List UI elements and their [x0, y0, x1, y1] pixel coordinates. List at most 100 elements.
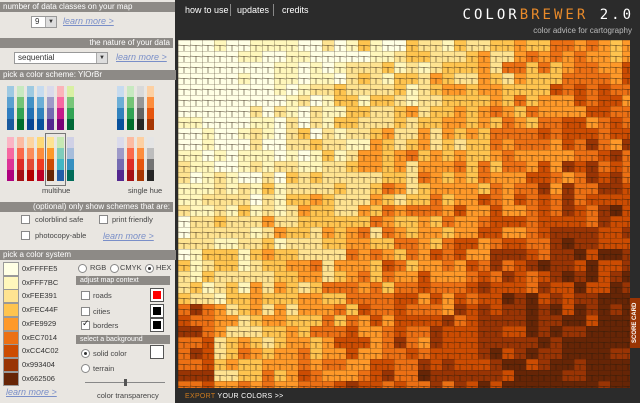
scheme-swatch — [47, 108, 54, 119]
classes-learn-more-link[interactable]: learn more > — [63, 16, 114, 26]
export-colors-button[interactable]: EXPORT YOUR COLORS >> — [185, 393, 284, 400]
scheme-swatch — [137, 159, 144, 170]
scheme-swatch — [147, 137, 154, 148]
control-panel: number of data classes on your map 9 ▼ l… — [0, 0, 176, 403]
nature-select[interactable]: sequential ▼ — [14, 52, 108, 64]
scheme-swatch — [37, 86, 44, 97]
hex-color-swatch — [3, 303, 19, 318]
scheme-swatch — [27, 148, 34, 159]
print-friendly-checkbox[interactable] — [99, 215, 108, 224]
roads-checkbox[interactable] — [81, 291, 90, 300]
background-header: select a background — [76, 335, 170, 344]
scheme-swatch — [137, 119, 144, 130]
nature-learn-more-link[interactable]: learn more > — [116, 52, 167, 62]
scheme-swatch — [17, 137, 24, 148]
borders-checkbox[interactable]: ✓ — [81, 318, 90, 330]
singlehue-top-scheme-2[interactable] — [137, 86, 144, 130]
scheme-swatch — [117, 86, 124, 97]
nature-header: the nature of your data — [0, 38, 173, 48]
scheme-swatch — [17, 86, 24, 97]
multihue-bottom-scheme-1[interactable] — [17, 137, 24, 181]
solid-color-radio[interactable] — [81, 349, 90, 358]
borders-color-swatch[interactable] — [150, 318, 164, 332]
borders-label: borders — [93, 321, 119, 330]
multihue-top-scheme-2[interactable] — [27, 86, 34, 130]
photocopy-checkbox[interactable] — [21, 231, 30, 240]
how-to-use-link[interactable]: how to use — [185, 5, 229, 15]
scheme-swatch — [57, 97, 64, 108]
singlehue-bottom-scheme-3[interactable] — [147, 137, 154, 181]
cities-color-swatch[interactable] — [150, 304, 164, 318]
multihue-label: multihue — [42, 186, 71, 195]
multihue-top-scheme-6[interactable] — [67, 86, 74, 130]
logo-version-text: 2.0 — [588, 7, 634, 23]
multihue-bottom-scheme-2[interactable] — [27, 137, 34, 181]
score-card-tab[interactable]: SCORE CARD — [630, 298, 640, 348]
scheme-swatch — [137, 97, 144, 108]
hex-value: 0xFEE391 — [22, 291, 58, 301]
logo-subtitle: color advice for cartography — [533, 26, 632, 35]
scheme-swatch — [47, 119, 54, 130]
multihue-bottom-scheme-6[interactable] — [67, 137, 74, 181]
multihue-bottom-scheme-3[interactable] — [37, 137, 44, 181]
multihue-bottom-scheme-4[interactable] — [47, 137, 54, 181]
scheme-swatch — [27, 119, 34, 130]
classes-select[interactable]: 9 ▼ — [31, 16, 57, 28]
cities-checkbox[interactable] — [81, 307, 90, 316]
singlehue-top-scheme-3[interactable] — [147, 86, 154, 130]
scheme-swatch — [67, 86, 74, 97]
terrain-radio[interactable] — [81, 364, 90, 373]
background-color-swatch[interactable] — [150, 345, 164, 359]
singlehue-bottom-scheme-2[interactable] — [137, 137, 144, 181]
scheme-swatch — [27, 108, 34, 119]
scheme-swatch — [127, 170, 134, 181]
multihue-bottom-scheme-5[interactable] — [57, 137, 64, 181]
scheme-swatch — [67, 97, 74, 108]
colorblind-checkbox[interactable] — [21, 215, 30, 224]
scheme-swatch — [57, 170, 64, 181]
scheme-swatch — [127, 148, 134, 159]
chevron-down-icon: ▼ — [96, 53, 107, 63]
scheme-swatch — [37, 97, 44, 108]
print-friendly-label: print friendly — [112, 215, 153, 224]
bottom-bar: EXPORT YOUR COLORS >> — [178, 390, 640, 403]
multihue-top-scheme-1[interactable] — [17, 86, 24, 130]
multihue-bottom-scheme-0[interactable] — [7, 137, 14, 181]
roads-color-fill — [153, 291, 161, 299]
scheme-swatch — [127, 137, 134, 148]
multihue-top-scheme-3[interactable] — [37, 86, 44, 130]
singlehue-top-scheme-0[interactable] — [117, 86, 124, 130]
multihue-top-scheme-0[interactable] — [7, 86, 14, 130]
credits-link[interactable]: credits — [282, 5, 309, 15]
colorblind-label: colorblind safe — [35, 215, 84, 224]
choropleth-map[interactable] — [178, 40, 630, 388]
rgb-radio[interactable] — [78, 264, 87, 273]
multihue-top-scheme-4[interactable] — [47, 86, 54, 130]
chevron-down-icon: ▼ — [45, 17, 56, 27]
cities-color-fill — [153, 307, 161, 315]
check-icon: ✓ — [82, 318, 90, 328]
color-system-learn-more-link[interactable]: learn more > — [6, 387, 57, 397]
cmyk-radio[interactable] — [110, 264, 119, 273]
scheme-swatch — [67, 148, 74, 159]
singlehue-bottom-scheme-0[interactable] — [117, 137, 124, 181]
hex-color-swatch — [3, 289, 19, 304]
hex-color-swatch — [3, 275, 19, 290]
cities-label: cities — [93, 307, 111, 316]
multihue-top-scheme-5[interactable] — [57, 86, 64, 130]
hex-radio[interactable] — [145, 264, 154, 273]
scheme-swatch — [57, 119, 64, 130]
singlehue-bottom-scheme-1[interactable] — [127, 137, 134, 181]
scheme-swatch — [67, 119, 74, 130]
scheme-swatch — [147, 86, 154, 97]
updates-link[interactable]: updates — [237, 5, 270, 15]
hex-value: 0x993404 — [22, 359, 55, 369]
singlehue-top-scheme-1[interactable] — [127, 86, 134, 130]
scheme-swatch — [7, 119, 14, 130]
logo-brewer-text: BREWER — [519, 7, 589, 23]
filters-learn-more-link[interactable]: learn more > — [103, 231, 154, 241]
scheme-swatch — [17, 97, 24, 108]
transparency-slider-handle[interactable] — [124, 379, 127, 386]
scheme-swatch — [137, 108, 144, 119]
roads-color-swatch[interactable] — [150, 288, 164, 302]
